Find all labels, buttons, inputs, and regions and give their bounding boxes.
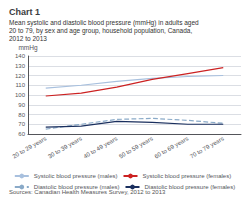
svg-text:20 to 29 years: 20 to 29 years <box>11 135 47 159</box>
svg-text:140: 140 <box>15 53 26 59</box>
svg-text:110: 110 <box>15 82 25 88</box>
svg-text:50 to 59 years: 50 to 59 years <box>118 135 154 159</box>
svg-text:Systolic blood pressure (femal: Systolic blood pressure (females) <box>142 173 231 179</box>
svg-text:130: 130 <box>15 63 26 69</box>
svg-text:Sources: Canadian Health Measu: Sources: Canadian Health Measures Survey… <box>9 189 166 195</box>
svg-text:90: 90 <box>18 102 25 108</box>
svg-text:100: 100 <box>15 92 26 98</box>
svg-text:Diastolic blood pressure (male: Diastolic blood pressure (males) <box>33 184 120 190</box>
svg-text:70: 70 <box>18 121 25 127</box>
svg-text:70 to 79 years: 70 to 79 years <box>189 135 225 159</box>
svg-text:40 to 49 years: 40 to 49 years <box>82 135 118 159</box>
svg-text:Mean systolic and diastolic bl: Mean systolic and diastolic blood pressu… <box>9 19 199 27</box>
svg-text:60: 60 <box>18 131 25 137</box>
svg-text:80: 80 <box>18 112 25 118</box>
svg-text:30 to 39 years: 30 to 39 years <box>47 135 83 159</box>
svg-text:60 to 69 years: 60 to 69 years <box>153 135 189 159</box>
svg-text:Systolic blood pressure (males: Systolic blood pressure (males) <box>34 173 118 179</box>
svg-text:120: 120 <box>15 73 26 79</box>
svg-text:20 to 79, by sex and age group: 20 to 79, by sex and age group, househol… <box>9 27 192 35</box>
svg-text:mmHg: mmHg <box>18 44 38 52</box>
svg-text:Diastolic blood pressure (fema: Diastolic blood pressure (females) <box>144 184 236 190</box>
svg-text:2012 to 2013: 2012 to 2013 <box>9 35 47 42</box>
svg-text:Chart 1: Chart 1 <box>9 7 40 17</box>
